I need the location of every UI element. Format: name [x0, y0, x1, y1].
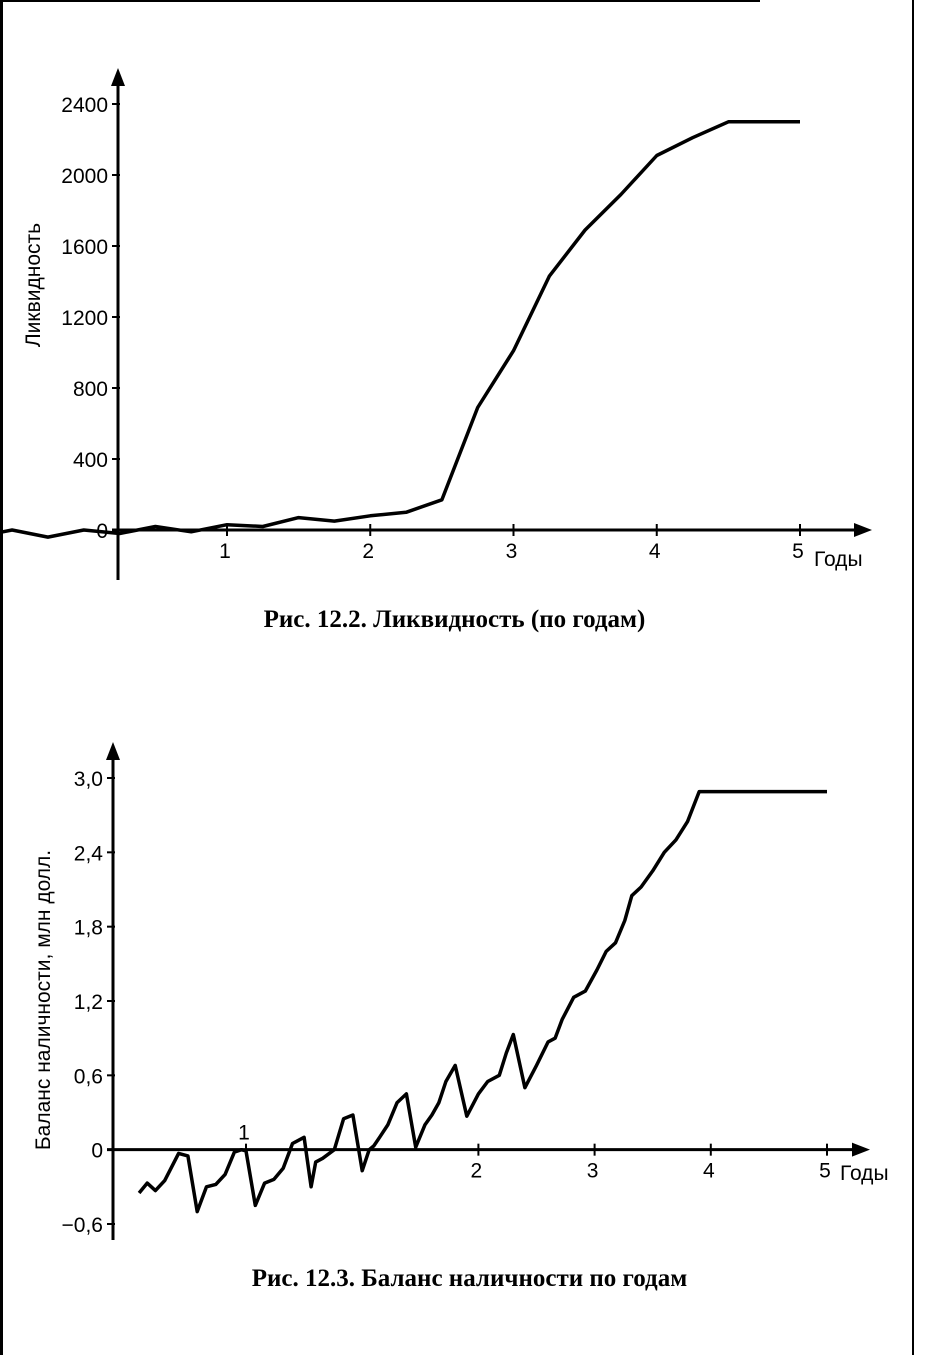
- cash-balance-x-tick-label: 1: [238, 1122, 250, 1145]
- liquidity-series-line: [0, 120, 800, 539]
- liquidity-chart-caption: Рис. 12.2. Ликвидность (по годам): [263, 606, 646, 633]
- cash-balance-x-tick-label: 5: [819, 1160, 831, 1183]
- cash-balance-x-axis-label: Годы: [840, 1162, 889, 1185]
- liquidity-y-tick-label: 1200: [61, 307, 108, 330]
- liquidity-y-axis-arrow: [111, 68, 125, 86]
- cash-balance-x-tick-label: 3: [587, 1160, 599, 1183]
- liquidity-y-tick-label: 1600: [61, 236, 108, 259]
- cash-balance-y-axis-label: Баланс наличности, млн долл.: [32, 850, 55, 1150]
- cash-balance-y-axis-arrow: [106, 742, 120, 760]
- liquidity-x-axis-label: Годы: [814, 548, 863, 571]
- liquidity-y-tick-label: 2000: [61, 165, 108, 188]
- liquidity-x-axis-arrow: [854, 523, 872, 537]
- cash-balance-y-tick-label: 3,0: [74, 768, 103, 791]
- liquidity-x-tick-label: 3: [506, 540, 518, 563]
- cash-balance-x-tick-label: 2: [471, 1160, 483, 1183]
- cash-balance-chart: −0,6 0 0,6 1,2 1,8 2,4 3,0 1 2 3 4 5 Годы Баланс нали…: [0, 700, 929, 1320]
- cash-balance-y-tick-label: 1,8: [74, 917, 103, 940]
- cash-balance-y-tick-label: 0,6: [74, 1065, 103, 1088]
- liquidity-y-tick-label: 2400: [61, 94, 108, 117]
- liquidity-x-tick-label: 2: [362, 540, 374, 563]
- cash-balance-y-tick-label: −0,6: [62, 1214, 103, 1237]
- liquidity-y-axis-label: Ликвидность: [22, 223, 45, 347]
- liquidity-y-tick-label: 800: [73, 378, 108, 401]
- liquidity-x-tick-label: 5: [792, 540, 804, 563]
- cash-balance-x-tick-label: 4: [703, 1160, 715, 1183]
- cash-balance-chart-caption: Рис. 12.3. Баланс наличности по годам: [251, 1265, 688, 1292]
- liquidity-x-tick-label: 1: [219, 540, 231, 563]
- page-border-left: [0, 0, 3, 1355]
- page-border-right: [912, 0, 914, 1355]
- cash-balance-y-tick-label: 1,2: [74, 991, 103, 1014]
- cash-balance-x-axis-arrow: [852, 1142, 870, 1157]
- cash-balance-y-tick-label: 2,4: [74, 842, 104, 865]
- page-border-top: [0, 0, 760, 2]
- liquidity-x-tick-label: 4: [649, 540, 661, 563]
- cash-balance-y-tick-label: 0: [91, 1140, 103, 1163]
- cash-balance-series-line: [137, 789, 827, 1214]
- liquidity-chart: 0 400 800 1200 1600 2000 2400 1 2 3 4 5 Годы Ликвидно…: [0, 0, 929, 660]
- liquidity-y-tick-label: 400: [73, 449, 108, 472]
- cash-balance-chart-svg: −0,6 0 0,6 1,2 1,8 2,4 3,0 1 2 3 4 5 Годы Баланс нали…: [32, 742, 889, 1240]
